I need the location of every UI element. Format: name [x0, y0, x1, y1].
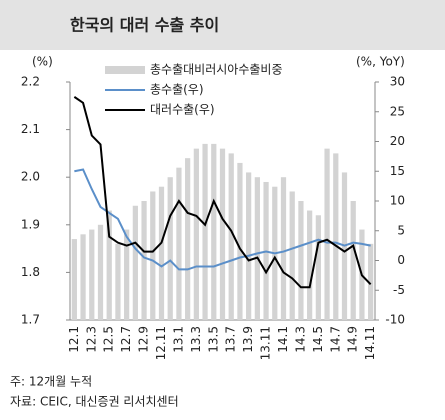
bar — [167, 177, 173, 320]
bar — [307, 210, 313, 320]
bar — [350, 201, 356, 320]
y2-tick-label: -5 — [393, 283, 405, 297]
bar — [333, 153, 339, 320]
x-tick-label: 12.11 — [154, 326, 168, 360]
x-tick-label: 13.11 — [259, 326, 273, 360]
x-tick-label: 12.3 — [84, 326, 98, 353]
bar — [219, 148, 226, 320]
x-tick-label: 12.5 — [102, 326, 116, 353]
y2-tick-label: 10 — [390, 194, 405, 208]
legend-label: 총수출(우) — [150, 83, 204, 97]
x-tick-label: 14.11 — [363, 326, 377, 360]
note: 주: 12개월 누적 — [10, 375, 92, 389]
bar — [211, 143, 217, 320]
title-band — [0, 0, 445, 50]
bar — [141, 201, 147, 320]
line — [73, 96, 372, 289]
x-tick-label: 13.5 — [206, 326, 220, 353]
x-tick-label: 14.7 — [328, 326, 342, 353]
bar — [246, 172, 252, 320]
chart-title: 한국의 대러 수출 추이 — [70, 16, 219, 35]
bar — [124, 229, 130, 320]
bar — [368, 243, 374, 320]
bar — [228, 153, 234, 320]
y-tick-label: 2.1 — [21, 122, 40, 136]
x-tick-label: 12.9 — [137, 326, 151, 353]
legend-swatch — [105, 66, 145, 74]
bar — [185, 158, 191, 320]
bar — [150, 191, 156, 320]
y2-tick-label: 5 — [397, 223, 405, 237]
x-tick-label: 13.9 — [241, 326, 255, 353]
legend-label: 총수출대비러시아수출비중 — [150, 63, 282, 77]
bar — [115, 243, 121, 320]
x-tick-label: 14.3 — [293, 326, 307, 353]
y-tick-label: 1.9 — [21, 217, 40, 231]
y2-axis-label: (%, YoY) — [356, 55, 405, 69]
y-tick-label: 2.0 — [21, 170, 40, 184]
bar — [158, 186, 165, 320]
bar — [132, 205, 138, 320]
bar — [315, 215, 321, 320]
y2-tick-label: 30 — [390, 75, 405, 89]
y2-tick-label: 15 — [390, 164, 405, 178]
bar — [298, 201, 304, 320]
source: 자료: CEIC, 대신증권 리서치센터 — [10, 395, 179, 409]
y2-tick-label: 0 — [397, 253, 405, 267]
bar — [280, 177, 287, 320]
x-tick-label: 13.7 — [224, 326, 238, 353]
x-tick-label: 13.3 — [189, 326, 203, 353]
bar — [89, 229, 95, 320]
y2-tick-label: 25 — [390, 104, 405, 118]
y2-tick-label: -10 — [385, 313, 405, 327]
y-tick-label: 1.7 — [21, 313, 40, 327]
x-tick-label: 14.9 — [346, 326, 360, 353]
x-tick-label: 14.1 — [276, 326, 290, 353]
x-tick-label: 13.1 — [171, 326, 185, 353]
bar — [80, 234, 86, 320]
bar — [106, 210, 112, 320]
bar — [176, 167, 182, 320]
bar — [193, 148, 199, 320]
bar — [97, 224, 104, 320]
x-tick-label: 12.1 — [67, 326, 81, 353]
y2-tick-label: 20 — [390, 134, 405, 148]
y-tick-label: 1.8 — [21, 265, 40, 279]
bar — [237, 162, 243, 320]
y-tick-label: 2.2 — [21, 75, 40, 89]
bar — [289, 191, 295, 320]
y-axis-label: (%) — [32, 55, 53, 69]
legend-label: 대러수출(우) — [150, 103, 215, 117]
bar — [254, 177, 260, 320]
x-tick-label: 14.5 — [311, 326, 325, 353]
bar — [202, 143, 208, 320]
x-tick-label: 12.7 — [119, 326, 133, 353]
bar — [71, 239, 77, 320]
bar — [324, 148, 330, 320]
